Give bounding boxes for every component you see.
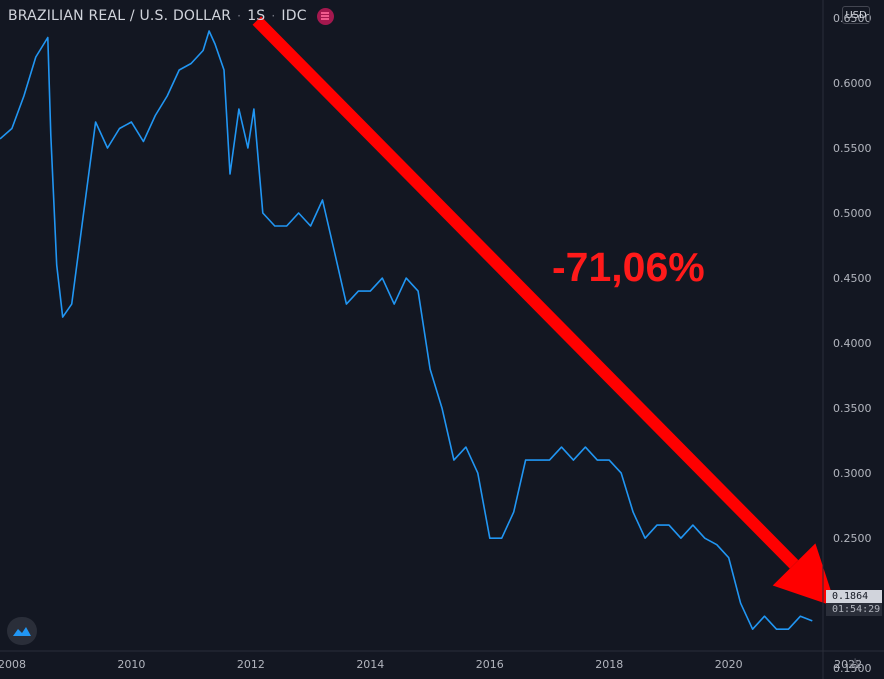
currency-button[interactable]: USD xyxy=(842,6,870,24)
interval-label: 1S xyxy=(247,8,266,24)
y-tick-label: 0.4000 xyxy=(833,337,872,350)
trend-arrow-head xyxy=(772,543,837,608)
trend-arrow-shaft xyxy=(252,16,799,569)
x-tick-label: 2018 xyxy=(595,658,623,671)
x-tick-label: 2008 xyxy=(0,658,26,671)
y-tick-label: 0.2500 xyxy=(833,532,872,545)
settings-gear-icon[interactable]: ☼ xyxy=(847,655,863,674)
y-tick-label: 0.3000 xyxy=(833,467,872,480)
x-tick-label: 2012 xyxy=(237,658,265,671)
price-series-line[interactable] xyxy=(0,30,813,631)
last-price-label: 0.1864 01:54:29 xyxy=(826,590,882,616)
x-tick-label: 2016 xyxy=(476,658,504,671)
symbol-name: BRAZILIAN REAL / U.S. DOLLAR xyxy=(8,8,232,24)
x-tick-label: 2020 xyxy=(715,658,743,671)
y-tick-label: 0.5000 xyxy=(833,207,872,220)
y-tick-label: 0.1500 xyxy=(833,662,872,675)
market-status-icon[interactable] xyxy=(316,7,334,25)
y-tick-label: 0.5500 xyxy=(833,142,872,155)
separator-dot: · xyxy=(271,9,276,23)
tradingview-logo-icon[interactable] xyxy=(7,617,37,645)
x-tick-label: 2014 xyxy=(356,658,384,671)
x-tick-label: 2010 xyxy=(117,658,145,671)
source-label: IDC xyxy=(281,8,307,24)
y-tick-label: 0.3500 xyxy=(833,402,872,415)
bar-countdown: 01:54:29 xyxy=(832,604,881,615)
symbol-title[interactable]: BRAZILIAN REAL / U.S. DOLLAR · 1S · IDC xyxy=(8,6,334,26)
y-tick-label: 0.4500 xyxy=(833,272,872,285)
y-tick-label: 0.6000 xyxy=(833,77,872,90)
x-tick-label: 2022 xyxy=(834,658,862,671)
last-price-value: 0.1864 xyxy=(826,590,882,603)
percent-change-annotation: -71,06% xyxy=(552,244,705,290)
separator-dot: · xyxy=(237,9,242,23)
